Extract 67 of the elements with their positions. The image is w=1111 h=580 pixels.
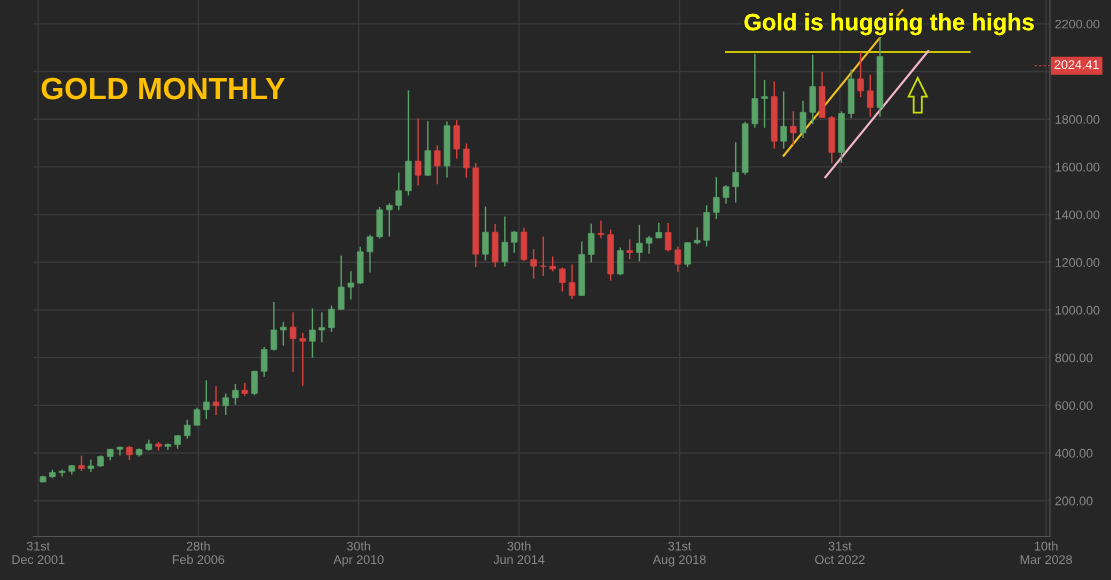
y-tick-label: 1800.00	[1055, 115, 1100, 124]
candlestick	[434, 144, 441, 186]
candlestick	[386, 202, 393, 238]
candlestick	[722, 184, 730, 205]
x-tick-label: 31st Dec 2001	[12, 541, 65, 565]
x-tick-label: 28th Feb 2006	[172, 541, 225, 565]
candlestick	[395, 171, 402, 212]
candlestick	[280, 321, 287, 347]
candlestick	[337, 255, 345, 311]
y-tick-label: 1000.00	[1055, 305, 1100, 315]
x-tick-label: 30th Apr 2010	[333, 541, 384, 567]
candlestick	[664, 222, 672, 253]
candlestick	[780, 90, 787, 150]
x-tick-label: 10th Mar 2028	[1020, 541, 1072, 565]
candlestick	[366, 234, 374, 274]
candlestick	[636, 224, 643, 263]
candlestick	[867, 73, 874, 118]
candlestick	[87, 459, 95, 473]
candlestick	[232, 383, 239, 406]
candlestick	[309, 307, 316, 359]
candlestick	[482, 205, 489, 262]
candlestick	[184, 418, 191, 440]
candlestick	[299, 332, 306, 387]
candlestick	[212, 385, 220, 416]
candlestick	[510, 230, 518, 254]
ref-line-label: 2024.41	[1054, 60, 1099, 70]
candlestick	[559, 266, 566, 293]
candlestick	[761, 79, 768, 129]
x-tick-label: 31st Aug 2018	[652, 541, 706, 567]
y-tick-label: 800.00	[1055, 353, 1093, 363]
candlestick	[587, 222, 595, 263]
y-tick-label: 2200.00	[1055, 19, 1100, 29]
candlestick	[732, 141, 739, 204]
candlestick	[713, 176, 720, 220]
candlestick	[203, 379, 210, 420]
candlestick	[222, 392, 229, 416]
y-tick-label: 200.00	[1055, 496, 1093, 506]
candlestick	[463, 142, 470, 179]
y-tick-label: 1400.00	[1055, 210, 1100, 220]
candlestick	[251, 370, 258, 397]
candlestick	[530, 248, 537, 280]
candlestick	[617, 246, 624, 276]
candlestick	[597, 219, 605, 239]
x-tick-label: 31st Oct 2022	[815, 541, 865, 565]
candlestick	[684, 241, 691, 268]
candlestick	[318, 311, 326, 343]
candlestick	[568, 263, 576, 300]
candlestick	[790, 110, 797, 147]
candlestick	[674, 245, 682, 273]
text: GOLD MONTHLY	[41, 77, 285, 100]
candlestick	[328, 304, 335, 333]
x-tick-label: 30th Jun 2014	[493, 541, 545, 565]
candlestick	[347, 270, 355, 301]
y-tick-label: 1200.00	[1055, 258, 1100, 267]
candlestick	[799, 100, 807, 139]
y-tick-label: 600.00	[1055, 401, 1093, 411]
y-tick-label: 1600.00	[1055, 162, 1100, 172]
candlestick	[289, 311, 297, 373]
candlestick	[540, 235, 547, 277]
candlestick	[857, 51, 864, 98]
candlestick	[260, 346, 268, 378]
candlestick	[501, 215, 509, 268]
candlestick	[626, 238, 633, 260]
y-tick-label: 400.00	[1055, 448, 1093, 458]
candlestick	[453, 119, 460, 160]
candlestick	[270, 301, 278, 352]
candlestick	[414, 117, 422, 187]
